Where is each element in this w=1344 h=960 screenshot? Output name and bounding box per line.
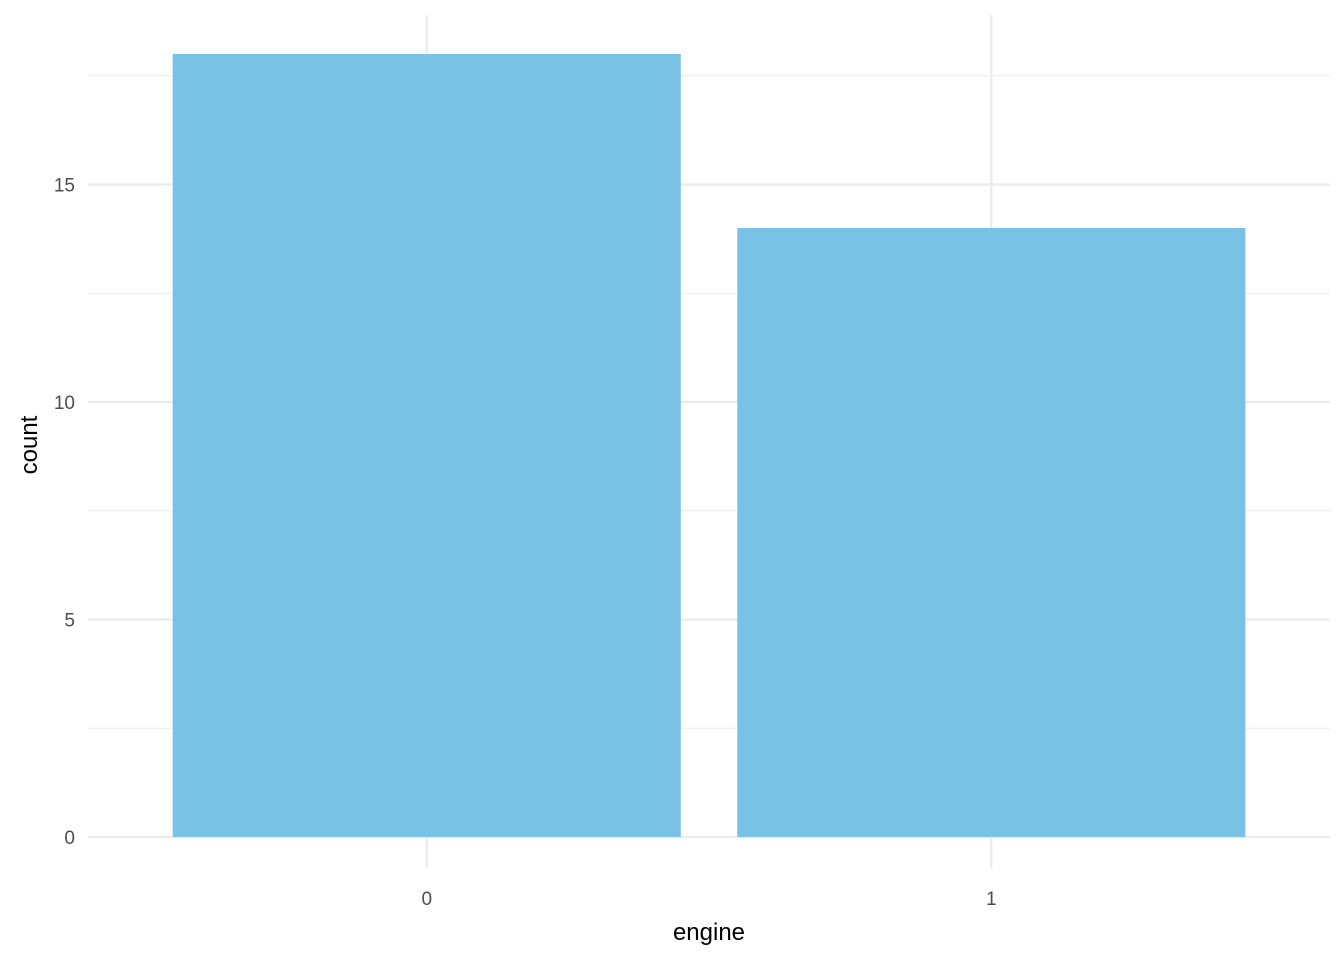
x-tick-label: 1 — [986, 889, 997, 910]
y-tick-label: 0 — [64, 828, 75, 849]
x-tick-label: 0 — [421, 889, 432, 910]
x-axis-title: engine — [673, 919, 745, 946]
tick-labels: 0 5 10 15 0 1 — [54, 176, 997, 911]
y-tick-label: 10 — [54, 393, 75, 414]
bar-0 — [172, 54, 681, 837]
y-axis-title: count — [16, 415, 43, 474]
y-tick-label: 5 — [64, 611, 75, 632]
bar-1 — [737, 228, 1246, 837]
y-tick-label: 15 — [54, 176, 75, 197]
bars — [172, 54, 1246, 837]
